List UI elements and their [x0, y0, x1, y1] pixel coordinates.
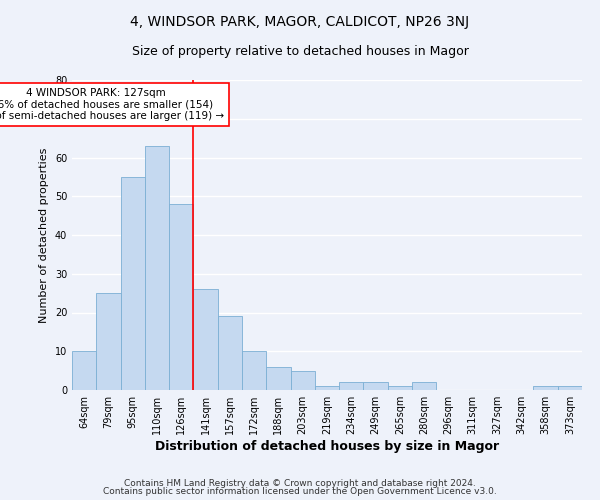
Bar — [533, 386, 558, 390]
Bar — [339, 382, 364, 390]
X-axis label: Distribution of detached houses by size in Magor: Distribution of detached houses by size … — [155, 440, 499, 453]
Bar — [121, 177, 145, 390]
Text: Contains public sector information licensed under the Open Government Licence v3: Contains public sector information licen… — [103, 488, 497, 496]
Text: 4 WINDSOR PARK: 127sqm
← 56% of detached houses are smaller (154)
44% of semi-de: 4 WINDSOR PARK: 127sqm ← 56% of detached… — [0, 88, 224, 121]
Bar — [266, 367, 290, 390]
Bar — [315, 386, 339, 390]
Bar — [218, 316, 242, 390]
Y-axis label: Number of detached properties: Number of detached properties — [39, 148, 49, 322]
Text: Size of property relative to detached houses in Magor: Size of property relative to detached ho… — [131, 45, 469, 58]
Bar — [145, 146, 169, 390]
Text: 4, WINDSOR PARK, MAGOR, CALDICOT, NP26 3NJ: 4, WINDSOR PARK, MAGOR, CALDICOT, NP26 3… — [130, 15, 470, 29]
Bar — [388, 386, 412, 390]
Bar — [72, 351, 96, 390]
Bar — [242, 351, 266, 390]
Bar — [96, 293, 121, 390]
Bar — [558, 386, 582, 390]
Bar — [412, 382, 436, 390]
Bar — [193, 289, 218, 390]
Bar — [364, 382, 388, 390]
Text: Contains HM Land Registry data © Crown copyright and database right 2024.: Contains HM Land Registry data © Crown c… — [124, 478, 476, 488]
Bar — [169, 204, 193, 390]
Bar — [290, 370, 315, 390]
